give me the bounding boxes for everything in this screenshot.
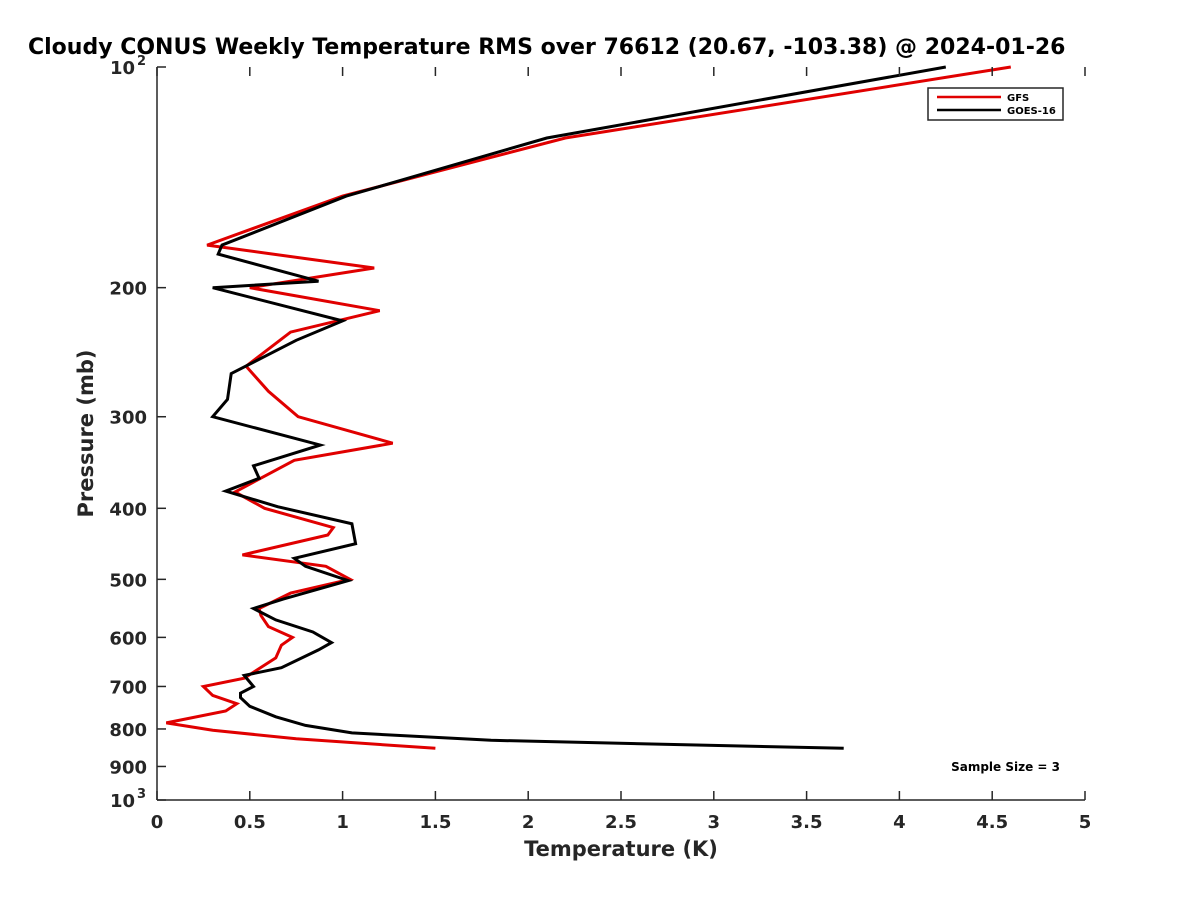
legend-label-goes-16: GOES-16 [1007,106,1056,117]
x-tick-label: 3.5 [791,812,823,833]
y-tick-label: 10 [110,791,135,812]
x-axis-ticks: 0 0.5 1 1.5 2 2.5 3 3.5 4 4.5 5 [151,67,1092,833]
y-tick-exponent: 2 [137,54,146,69]
y-tick-label: 10 [110,58,135,79]
y-tick-label: 500 [109,570,147,591]
x-tick-label: 3 [708,812,721,833]
x-tick-label: 4 [893,812,906,833]
legend-box [927,87,1064,121]
x-tick-label: 5 [1079,812,1092,833]
y-tick-label: 400 [109,499,147,520]
x-tick-label: 2.5 [605,812,637,833]
y-tick-label: 300 [109,408,147,429]
y-axis-label: Pressure (mb) [74,350,98,518]
x-tick-label: 0 [151,812,164,833]
x-tick-label: 4.5 [976,812,1008,833]
chart-title: Cloudy CONUS Weekly Temperature RMS over… [28,35,1065,60]
series-line-gfs [166,65,1012,750]
legend: GFS GOES-16 [927,87,1064,121]
y-tick-label: 200 [109,279,147,300]
x-tick-label: 1.5 [419,812,451,833]
y-tick-label: 900 [109,757,147,778]
x-axis-label: Temperature (K) [524,837,718,861]
legend-label-gfs: GFS [1007,93,1029,104]
x-tick-label: 2 [522,812,535,833]
plot-area: 0 0.5 1 1.5 2 2.5 3 3.5 4 4.5 5 10 2200300400500600… [109,54,1091,833]
series-line-goes-16 [210,65,947,750]
x-tick-label: 1 [336,812,349,833]
x-tick-label: 0.5 [234,812,266,833]
y-tick-label: 800 [109,720,147,741]
series-layer [166,65,1012,750]
y-tick-exponent: 3 [137,787,146,802]
plot-background [157,67,1085,800]
y-tick-label: 600 [109,628,147,649]
sample-size-annotation: Sample Size = 3 [951,760,1060,774]
y-tick-label: 700 [109,677,147,698]
